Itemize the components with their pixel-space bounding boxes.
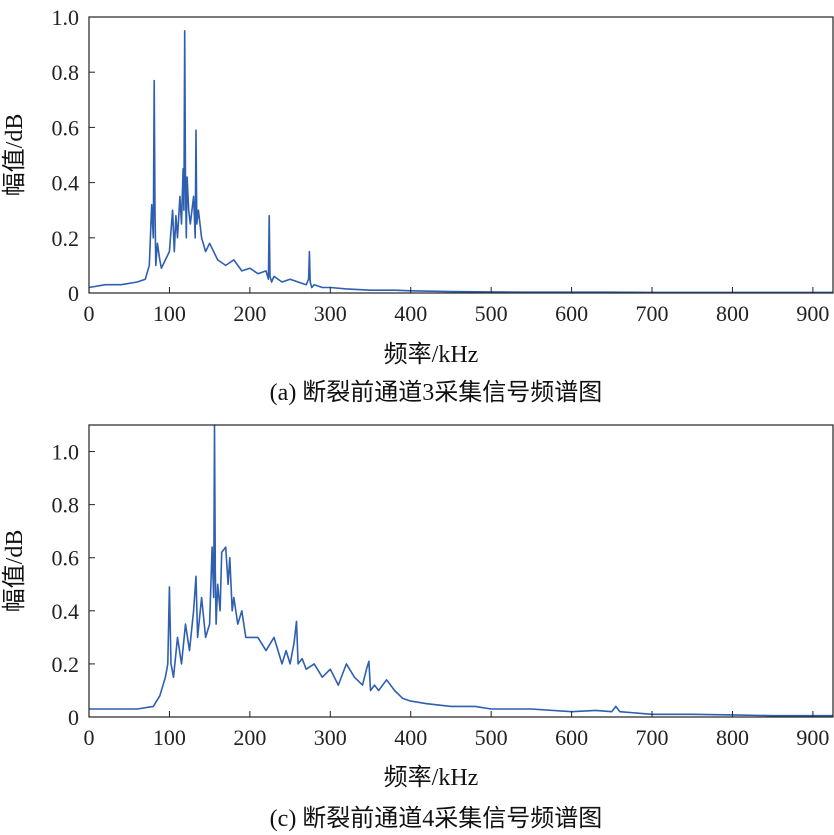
x-tick-label: 300 (314, 725, 347, 750)
x-axis-label: 频率/kHz (384, 341, 479, 368)
x-tick-label: 900 (796, 301, 829, 326)
y-tick-label: 0.4 (52, 599, 80, 624)
chart-c: 0 100 200 300 400 500 600 700 800 900 0 0.2 0.4 0.6 0.… (1, 424, 834, 832)
x-tick-label: 500 (475, 301, 508, 326)
y-axis-label: 幅值/dB (1, 114, 28, 197)
y-tick-label: 0.8 (52, 493, 80, 518)
x-tick-label: 0 (84, 725, 95, 750)
chart-caption: (a) 断裂前通道3采集信号频谱图 (270, 379, 603, 406)
x-tick-label: 700 (636, 301, 669, 326)
series-line (88, 30, 833, 294)
chart-a: 0 100 200 300 400 500 600 700 800 900 0 0.2 0.4 0.6 0.… (1, 5, 834, 406)
x-tick-label: 800 (716, 725, 749, 750)
y-tick-label: 1.0 (52, 5, 80, 30)
y-tick-label: 1.0 (52, 440, 80, 465)
x-tick-label: 600 (555, 725, 588, 750)
plot-frame (88, 16, 834, 294)
y-tick-label: 0.2 (52, 226, 80, 251)
chart-caption: (c) 断裂前通道4采集信号频谱图 (270, 805, 603, 832)
x-tick-label: 400 (394, 301, 427, 326)
y-tick-label: 0 (68, 705, 79, 730)
x-axis-label: 频率/kHz (384, 764, 479, 791)
x-tick-label: 300 (314, 301, 347, 326)
x-tick-label: 500 (475, 725, 508, 750)
x-tick-label: 200 (233, 725, 266, 750)
series-line (89, 424, 833, 717)
y-tick-label: 0.6 (52, 115, 80, 140)
x-tick-label: 600 (555, 301, 588, 326)
x-tick-label: 100 (153, 301, 186, 326)
x-tick-label: 900 (796, 725, 829, 750)
y-tick-label: 0.2 (52, 652, 80, 677)
x-tick-label: 200 (233, 301, 266, 326)
y-tick-label: 0.6 (52, 546, 80, 571)
plot-frame (88, 424, 834, 718)
y-tick-label: 0 (68, 281, 79, 306)
y-axis-label: 幅值/dB (1, 530, 28, 613)
x-tick-label: 400 (394, 725, 427, 750)
x-tick-label: 100 (153, 725, 186, 750)
y-tick-label: 0.4 (52, 171, 80, 196)
x-tick-label: 800 (716, 301, 749, 326)
x-tick-label: 700 (636, 725, 669, 750)
x-tick-label: 0 (84, 301, 95, 326)
y-tick-label: 0.8 (52, 60, 80, 85)
